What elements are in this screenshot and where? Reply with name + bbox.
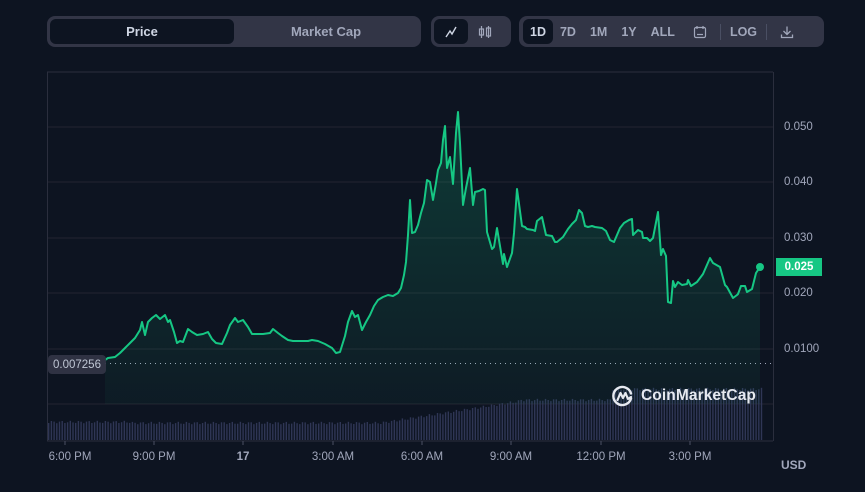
tab-market-cap[interactable]: Market Cap	[290, 24, 362, 39]
open-price-badge: 0.007256	[48, 355, 106, 374]
x-axis-label: 3:00 PM	[668, 451, 712, 463]
price-line	[104, 111, 761, 361]
candlestick-chart-button[interactable]	[468, 19, 502, 44]
current-price-badge: 0.025	[776, 258, 822, 276]
range-1m[interactable]: 1M	[589, 24, 608, 39]
download-button[interactable]	[769, 19, 805, 44]
watermark-text: CoinMarketCap	[641, 387, 756, 404]
coinmarketcap-watermark: CoinMarketCap	[611, 384, 756, 408]
chart-toolbar: Price Market Cap 1D 7D 1M 1Y ALL LOG	[47, 16, 824, 47]
time-range-toggle: 1D 7D 1M 1Y ALL LOG	[519, 16, 824, 47]
y-axis-label: 0.0100	[784, 343, 820, 355]
currency-label: USD	[781, 458, 807, 472]
line-chart-icon	[445, 26, 457, 37]
range-1d[interactable]: 1D	[523, 19, 553, 44]
toolbar-divider	[766, 23, 768, 40]
log-scale-button[interactable]: LOG	[729, 24, 758, 39]
range-1y[interactable]: 1Y	[621, 24, 637, 39]
x-axis-label: 9:00 AM	[489, 451, 533, 463]
chart-type-toggle	[431, 16, 511, 47]
x-axis-label: 6:00 AM	[400, 451, 444, 463]
last-price-dot	[756, 263, 764, 271]
price-area	[105, 112, 760, 404]
y-axis-label: 0.030	[784, 232, 813, 244]
date-picker-button[interactable]	[682, 19, 718, 44]
download-icon	[780, 26, 794, 38]
x-axis-label: 12:00 PM	[576, 451, 626, 463]
toolbar-divider	[719, 23, 721, 40]
range-7d[interactable]: 7D	[559, 24, 576, 39]
x-axis-label: 9:00 PM	[132, 451, 176, 463]
y-axis-label: 0.040	[784, 176, 813, 188]
range-all[interactable]: ALL	[650, 24, 675, 39]
y-axis-label: 0.020	[784, 287, 813, 299]
candlestick-icon	[478, 25, 492, 38]
y-axis-label: 0.050	[784, 121, 813, 133]
price-marketcap-toggle: Price Market Cap	[47, 16, 421, 47]
coinmarketcap-logo-icon	[612, 385, 633, 407]
line-chart-button[interactable]	[434, 19, 468, 44]
x-axis-label: 17	[236, 451, 250, 463]
tab-price[interactable]: Price	[50, 19, 234, 44]
x-axis-label: 6:00 PM	[48, 451, 92, 463]
calendar-icon	[693, 25, 707, 38]
x-axis-ticks	[64, 441, 691, 445]
x-axis-label: 3:00 AM	[311, 451, 355, 463]
volume-bars	[48, 387, 763, 440]
